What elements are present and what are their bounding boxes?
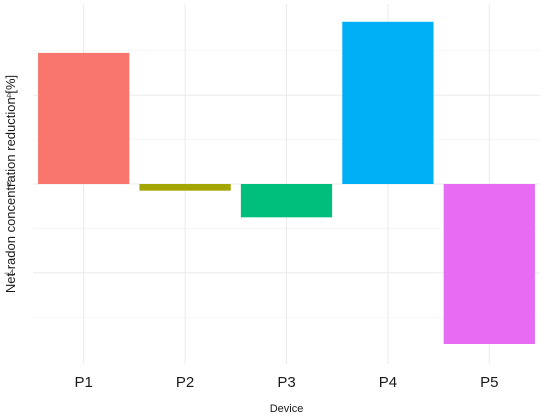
x-tick-label: P1	[75, 374, 93, 391]
bar-p3	[240, 184, 333, 218]
y-axis-title: Net radon concentration reduction [%]	[3, 75, 18, 293]
y-tick-label: −4	[4, 268, 14, 278]
y-tick-label: 4	[6, 90, 11, 100]
x-tick-label: P2	[176, 374, 194, 391]
y-tick-labels: −4 0 4	[4, 90, 14, 278]
bar-p5	[443, 184, 535, 344]
x-axis-title: Device	[270, 403, 304, 415]
x-tick-label: P5	[480, 374, 498, 391]
bar-p4	[342, 21, 434, 185]
bar-p1	[38, 52, 130, 185]
y-tick-label: 0	[6, 179, 11, 189]
x-tick-label: P4	[379, 374, 397, 391]
x-tick-label: P3	[277, 374, 295, 391]
x-tick-labels: P1 P2 P3 P4 P5	[75, 374, 499, 391]
bar-p2	[139, 184, 231, 191]
bars	[38, 21, 535, 344]
